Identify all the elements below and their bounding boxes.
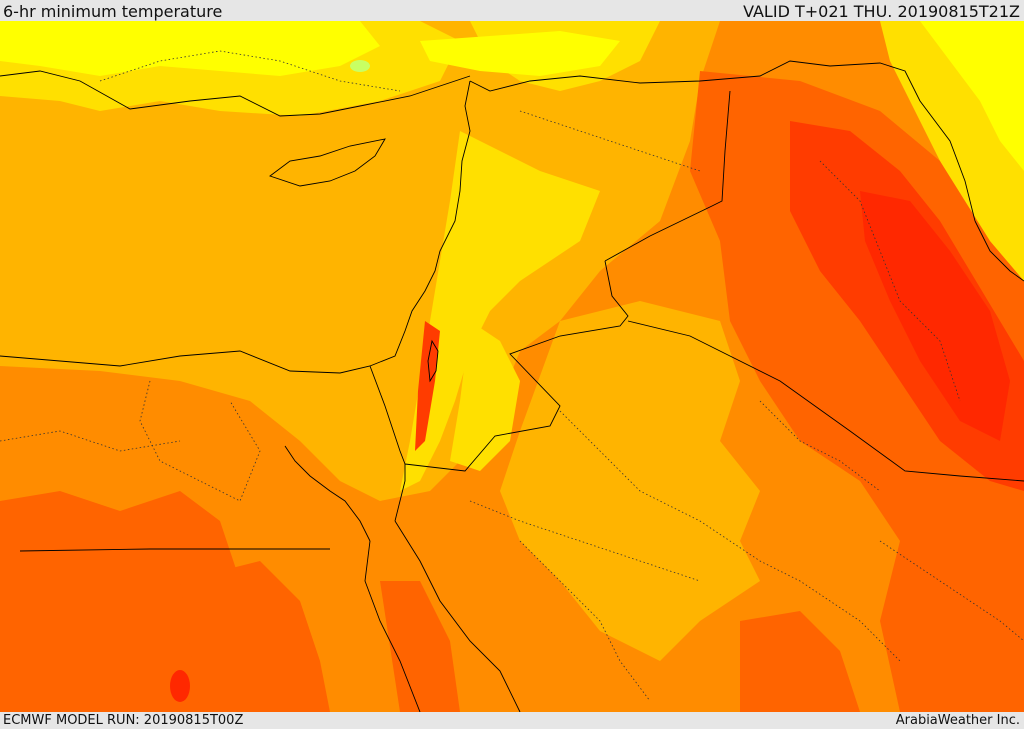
model-run-label: ECMWF MODEL RUN: 20190815T00Z	[3, 713, 244, 728]
yellow-jordan-patch	[450, 321, 520, 471]
temperature-map	[0, 21, 1024, 712]
country-borders	[19, 60, 1024, 552]
red-iraq-core	[860, 191, 1010, 441]
light-orange-zone-east	[500, 301, 760, 661]
yellow-levant-band	[400, 131, 600, 491]
light-orange-zone	[0, 21, 720, 501]
dark-orange-egypt-east	[180, 561, 330, 712]
province-borders	[0, 50, 1024, 702]
pale-yellow-northeast-corner	[920, 21, 1024, 171]
credit-label: ArabiaWeather Inc.	[895, 713, 1020, 728]
dark-orange-redsea-patch	[380, 581, 460, 712]
pale-yellow-turkey-patch	[420, 31, 620, 76]
green-spot	[350, 60, 370, 72]
map-canvas	[0, 21, 1024, 712]
red-spot-egypt	[170, 670, 190, 702]
pale-yellow-north-band	[0, 21, 380, 76]
red-orange-sinai-strip	[415, 321, 440, 451]
header-bar: 6-hr minimum temperature VALID T+021 THU…	[0, 0, 1024, 21]
map-title: 6-hr minimum temperature	[3, 2, 223, 21]
dark-orange-saudi-south	[740, 611, 860, 712]
footer-bar: ECMWF MODEL RUN: 20190815T00Z ArabiaWeat…	[0, 712, 1024, 729]
valid-time-label: VALID T+021 THU. 20190815T21Z	[743, 2, 1020, 21]
coastlines	[0, 70, 1024, 712]
